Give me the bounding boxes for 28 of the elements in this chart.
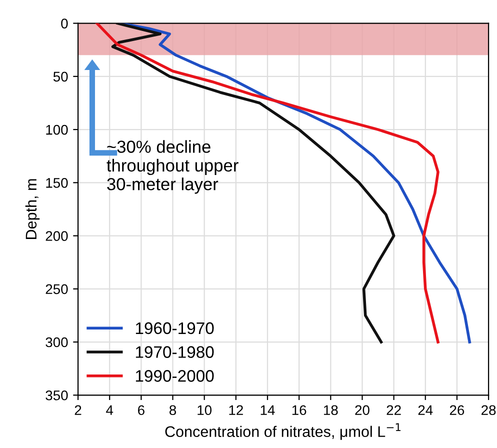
x-tick-label: 6 xyxy=(138,405,144,416)
x-tick-label: 20 xyxy=(355,405,370,416)
y-tick-label: 200 xyxy=(46,231,68,241)
y-tick-label: 50 xyxy=(53,72,68,82)
x-tick-label: 14 xyxy=(260,405,275,415)
x-axis-title: Concentration of nitrates, μmol L$^{−1}$ xyxy=(165,423,401,440)
x-tick-label: 18 xyxy=(324,405,338,416)
legend-label: 1960-1970 xyxy=(136,322,214,334)
annotation: ~30% decline throughout upper 30-meter layer xyxy=(106,140,238,194)
legend-label: 1990-2000 xyxy=(136,370,214,382)
x-tick-label: 28 xyxy=(482,405,496,416)
y-tick-label: 350 xyxy=(46,390,68,400)
y-axis-title: Depth, m xyxy=(25,179,40,239)
x-tick-label: 16 xyxy=(292,405,306,416)
x-tick-label: 8 xyxy=(170,405,176,416)
y-tick-label: 0 xyxy=(61,18,68,28)
x-tick-label: 2 xyxy=(74,405,82,415)
x-tick-label: 4 xyxy=(106,405,114,415)
y-tick-label: 300 xyxy=(46,337,68,348)
y-tick-label: 100 xyxy=(46,124,68,135)
legend-label: 1970-1980 xyxy=(136,346,214,358)
x-tick-label: 24 xyxy=(418,405,433,415)
y-tick-label: 250 xyxy=(46,284,68,294)
x-tick-label: 22 xyxy=(386,405,401,415)
y-tick-label: 150 xyxy=(46,178,68,188)
x-tick-label: 26 xyxy=(450,405,464,416)
x-tick-label: 10 xyxy=(198,405,212,416)
x-tick-label: 12 xyxy=(229,405,243,415)
